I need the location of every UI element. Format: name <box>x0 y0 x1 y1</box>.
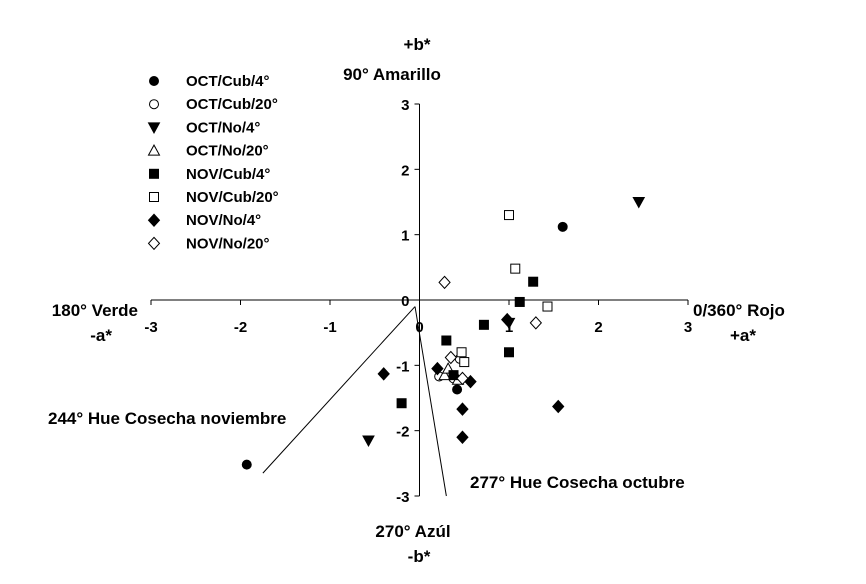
data-point-series-3 <box>438 368 451 381</box>
y-tick-label: 3 <box>401 97 409 114</box>
data-points <box>241 197 646 470</box>
x-tick-label: -3 <box>144 319 157 336</box>
axis-label-top-2: 90° Amarillo <box>343 65 441 84</box>
data-point-series-6 <box>431 361 444 376</box>
x-tick-label: 3 <box>684 319 692 336</box>
axis-label-left-2: -a* <box>90 326 112 345</box>
hue-lines <box>262 306 447 497</box>
legend-marker-6 <box>147 213 161 227</box>
legend-label-5: NOV/Cub/20° <box>186 189 279 206</box>
data-point-series-6 <box>456 402 469 416</box>
data-point-series-4 <box>504 347 514 358</box>
axis-label-top-1: +b* <box>404 35 431 54</box>
data-point-series-7 <box>444 350 458 365</box>
data-point-series-0 <box>241 459 252 470</box>
legend-label-1: OCT/Cub/20° <box>186 96 278 113</box>
legend-label-7: NOV/No/20° <box>186 235 270 252</box>
legend: OCT/Cub/4° OCT/Cub/20° OCT/No/4° OCT/No/20°… <box>147 73 279 252</box>
legend-marker-1 <box>149 99 159 110</box>
data-point-series-6 <box>501 312 514 327</box>
legend-marker-0 <box>149 76 159 86</box>
legend-label-0: OCT/Cub/4° <box>186 73 270 90</box>
data-point-series-2 <box>632 197 646 209</box>
data-point-series-5 <box>504 210 514 221</box>
data-point-series-4 <box>441 335 452 346</box>
hue-line-277 <box>414 306 447 497</box>
data-point-series-4 <box>396 398 407 409</box>
data-point-series-4 <box>514 296 525 307</box>
x-tick-label: -2 <box>234 319 247 336</box>
legend-label-4: NOV/Cub/4° <box>186 166 270 183</box>
legend-label-2: OCT/No/4° <box>186 119 260 136</box>
y-tick-label: -1 <box>396 358 409 375</box>
data-point-series-7 <box>438 275 451 290</box>
tick-labels: -3-2-101233210-1-2-3 <box>144 97 692 506</box>
legend-marker-5 <box>149 192 159 202</box>
legend-marker-3 <box>147 144 161 156</box>
y-tick-label: 0 <box>401 293 409 310</box>
data-point-series-6 <box>552 399 565 414</box>
legend-marker-4 <box>149 168 159 179</box>
annotation-hue-november: 244° Hue Cosecha noviembre <box>48 409 286 428</box>
axis-label-bottom-2: -b* <box>408 547 431 566</box>
data-point-series-0 <box>452 384 463 395</box>
axes <box>150 103 689 497</box>
legend-label-3: OCT/No/20° <box>186 143 269 160</box>
data-point-series-7 <box>529 316 543 330</box>
x-tick-label: -1 <box>323 319 336 336</box>
data-point-series-5 <box>459 357 470 368</box>
data-point-series-6 <box>456 430 469 444</box>
axis-label-bottom-1: 270° Azúl <box>375 522 450 541</box>
data-point-series-5 <box>542 301 553 312</box>
axis-label-right-2: +a* <box>730 326 756 345</box>
legend-label-6: NOV/No/4° <box>186 212 261 229</box>
y-tick-label: 2 <box>401 162 409 179</box>
data-point-series-6 <box>377 367 390 381</box>
y-tick-label: -3 <box>396 489 409 506</box>
data-point-series-5 <box>510 263 521 274</box>
data-point-series-5 <box>456 347 467 358</box>
data-point-series-2 <box>362 435 375 448</box>
x-tick-label: 0 <box>415 319 423 336</box>
hue-line-244 <box>262 306 416 474</box>
data-point-series-4 <box>478 319 489 330</box>
annotation-hue-october: 277° Hue Cosecha octubre <box>470 473 685 492</box>
legend-marker-2 <box>147 122 161 134</box>
data-point-series-4 <box>448 370 459 381</box>
data-point-series-4 <box>528 276 539 287</box>
y-tick-label: -2 <box>396 424 409 441</box>
legend-marker-7 <box>147 236 161 251</box>
axis-label-left-1: 180° Verde <box>52 301 138 320</box>
y-tick-label: 1 <box>401 228 409 245</box>
x-tick-label: 2 <box>594 319 602 336</box>
axis-label-right-1: 0/360° Rojo <box>693 301 785 320</box>
data-point-series-7 <box>456 371 469 386</box>
data-point-series-0 <box>557 221 568 232</box>
